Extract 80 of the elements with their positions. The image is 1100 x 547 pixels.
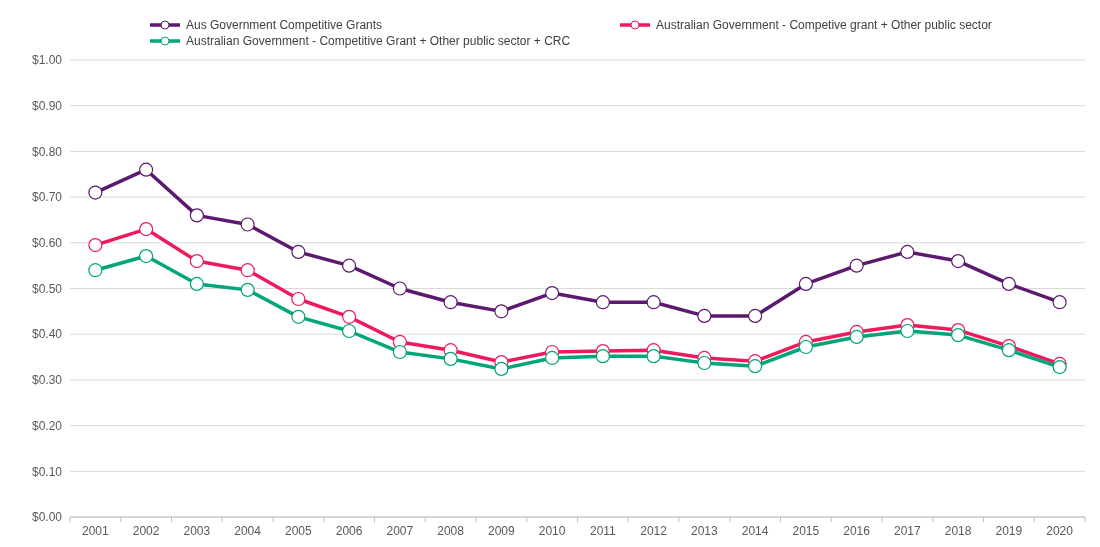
y-tick-label: $0.20 xyxy=(31,418,63,433)
point xyxy=(342,258,357,273)
point xyxy=(545,285,560,301)
legend-label: Australian Government - Competitive Grant + Other public sector + CRC xyxy=(186,34,571,49)
x-tick-label: 2001 xyxy=(82,524,110,538)
point xyxy=(900,323,915,339)
point xyxy=(494,361,509,377)
point xyxy=(1052,360,1067,375)
point xyxy=(189,276,204,292)
point xyxy=(748,308,763,324)
point xyxy=(392,281,407,296)
point xyxy=(849,258,864,273)
point xyxy=(1052,295,1067,310)
y-tick-label: $0.60 xyxy=(31,236,63,250)
legend-label: Aus Government Competitive Grants xyxy=(186,18,383,33)
y-tick-label: $0.70 xyxy=(31,190,63,205)
point xyxy=(595,295,610,310)
x-tick-label: 2014 xyxy=(741,524,769,538)
point xyxy=(291,244,306,260)
point xyxy=(494,304,509,319)
x-tick-label: 2004 xyxy=(234,524,262,538)
point xyxy=(1001,343,1016,358)
point xyxy=(240,263,255,278)
point xyxy=(443,295,458,310)
x-tick-label: 2006 xyxy=(335,524,363,538)
point xyxy=(900,244,915,260)
point xyxy=(139,248,154,264)
y-tick-label: $0.10 xyxy=(31,464,63,479)
point xyxy=(139,162,154,177)
point xyxy=(849,329,864,345)
point xyxy=(189,253,204,269)
x-tick-label: 2002 xyxy=(132,524,160,538)
y-tick-label: $0.90 xyxy=(31,98,63,113)
point xyxy=(595,349,610,364)
point xyxy=(88,237,103,253)
x-tick-label: 2009 xyxy=(488,524,516,538)
point xyxy=(88,185,103,200)
point xyxy=(1001,276,1016,292)
point xyxy=(240,217,255,232)
point xyxy=(139,221,154,237)
point xyxy=(697,308,712,324)
point xyxy=(342,323,357,339)
point xyxy=(240,282,255,297)
point xyxy=(291,291,306,307)
y-tick-label: $0.30 xyxy=(31,373,63,388)
point xyxy=(798,276,813,292)
point xyxy=(697,355,712,371)
x-tick-label: 2020 xyxy=(1046,524,1074,538)
point xyxy=(88,263,103,278)
x-tick-label: 2013 xyxy=(691,524,719,538)
x-tick-label: 2008 xyxy=(437,524,465,538)
x-tick-label: 2015 xyxy=(792,524,820,538)
x-tick-label: 2011 xyxy=(589,524,617,538)
y-tick-label: $0.50 xyxy=(31,281,63,296)
legend-label: Australian Government - Competive grant + Other public sector xyxy=(656,18,992,33)
x-tick-label: 2019 xyxy=(995,524,1023,538)
x-tick-label: 2010 xyxy=(538,524,566,538)
point xyxy=(189,208,204,223)
x-tick-label: 2016 xyxy=(843,524,871,538)
x-tick-label: 2005 xyxy=(285,524,313,538)
y-tick-label: $0.40 xyxy=(31,327,63,342)
x-tick-label: 2007 xyxy=(386,524,414,538)
x-tick-label: 2012 xyxy=(640,524,668,538)
x-tick-label: 2018 xyxy=(944,524,972,538)
point xyxy=(291,309,306,324)
point xyxy=(342,309,357,324)
y-tick-label: $0.00 xyxy=(31,510,63,525)
x-tick-label: 2017 xyxy=(894,524,922,538)
point xyxy=(748,359,763,374)
point xyxy=(443,351,458,366)
point xyxy=(951,328,966,343)
point xyxy=(951,253,966,269)
point xyxy=(646,349,661,364)
point xyxy=(798,339,813,355)
x-tick-label: 2003 xyxy=(183,524,211,538)
y-tick-label: $0.80 xyxy=(31,144,63,159)
point xyxy=(545,350,560,366)
y-tick-label: $1.00 xyxy=(31,53,63,68)
point xyxy=(392,344,407,360)
point xyxy=(646,295,661,310)
